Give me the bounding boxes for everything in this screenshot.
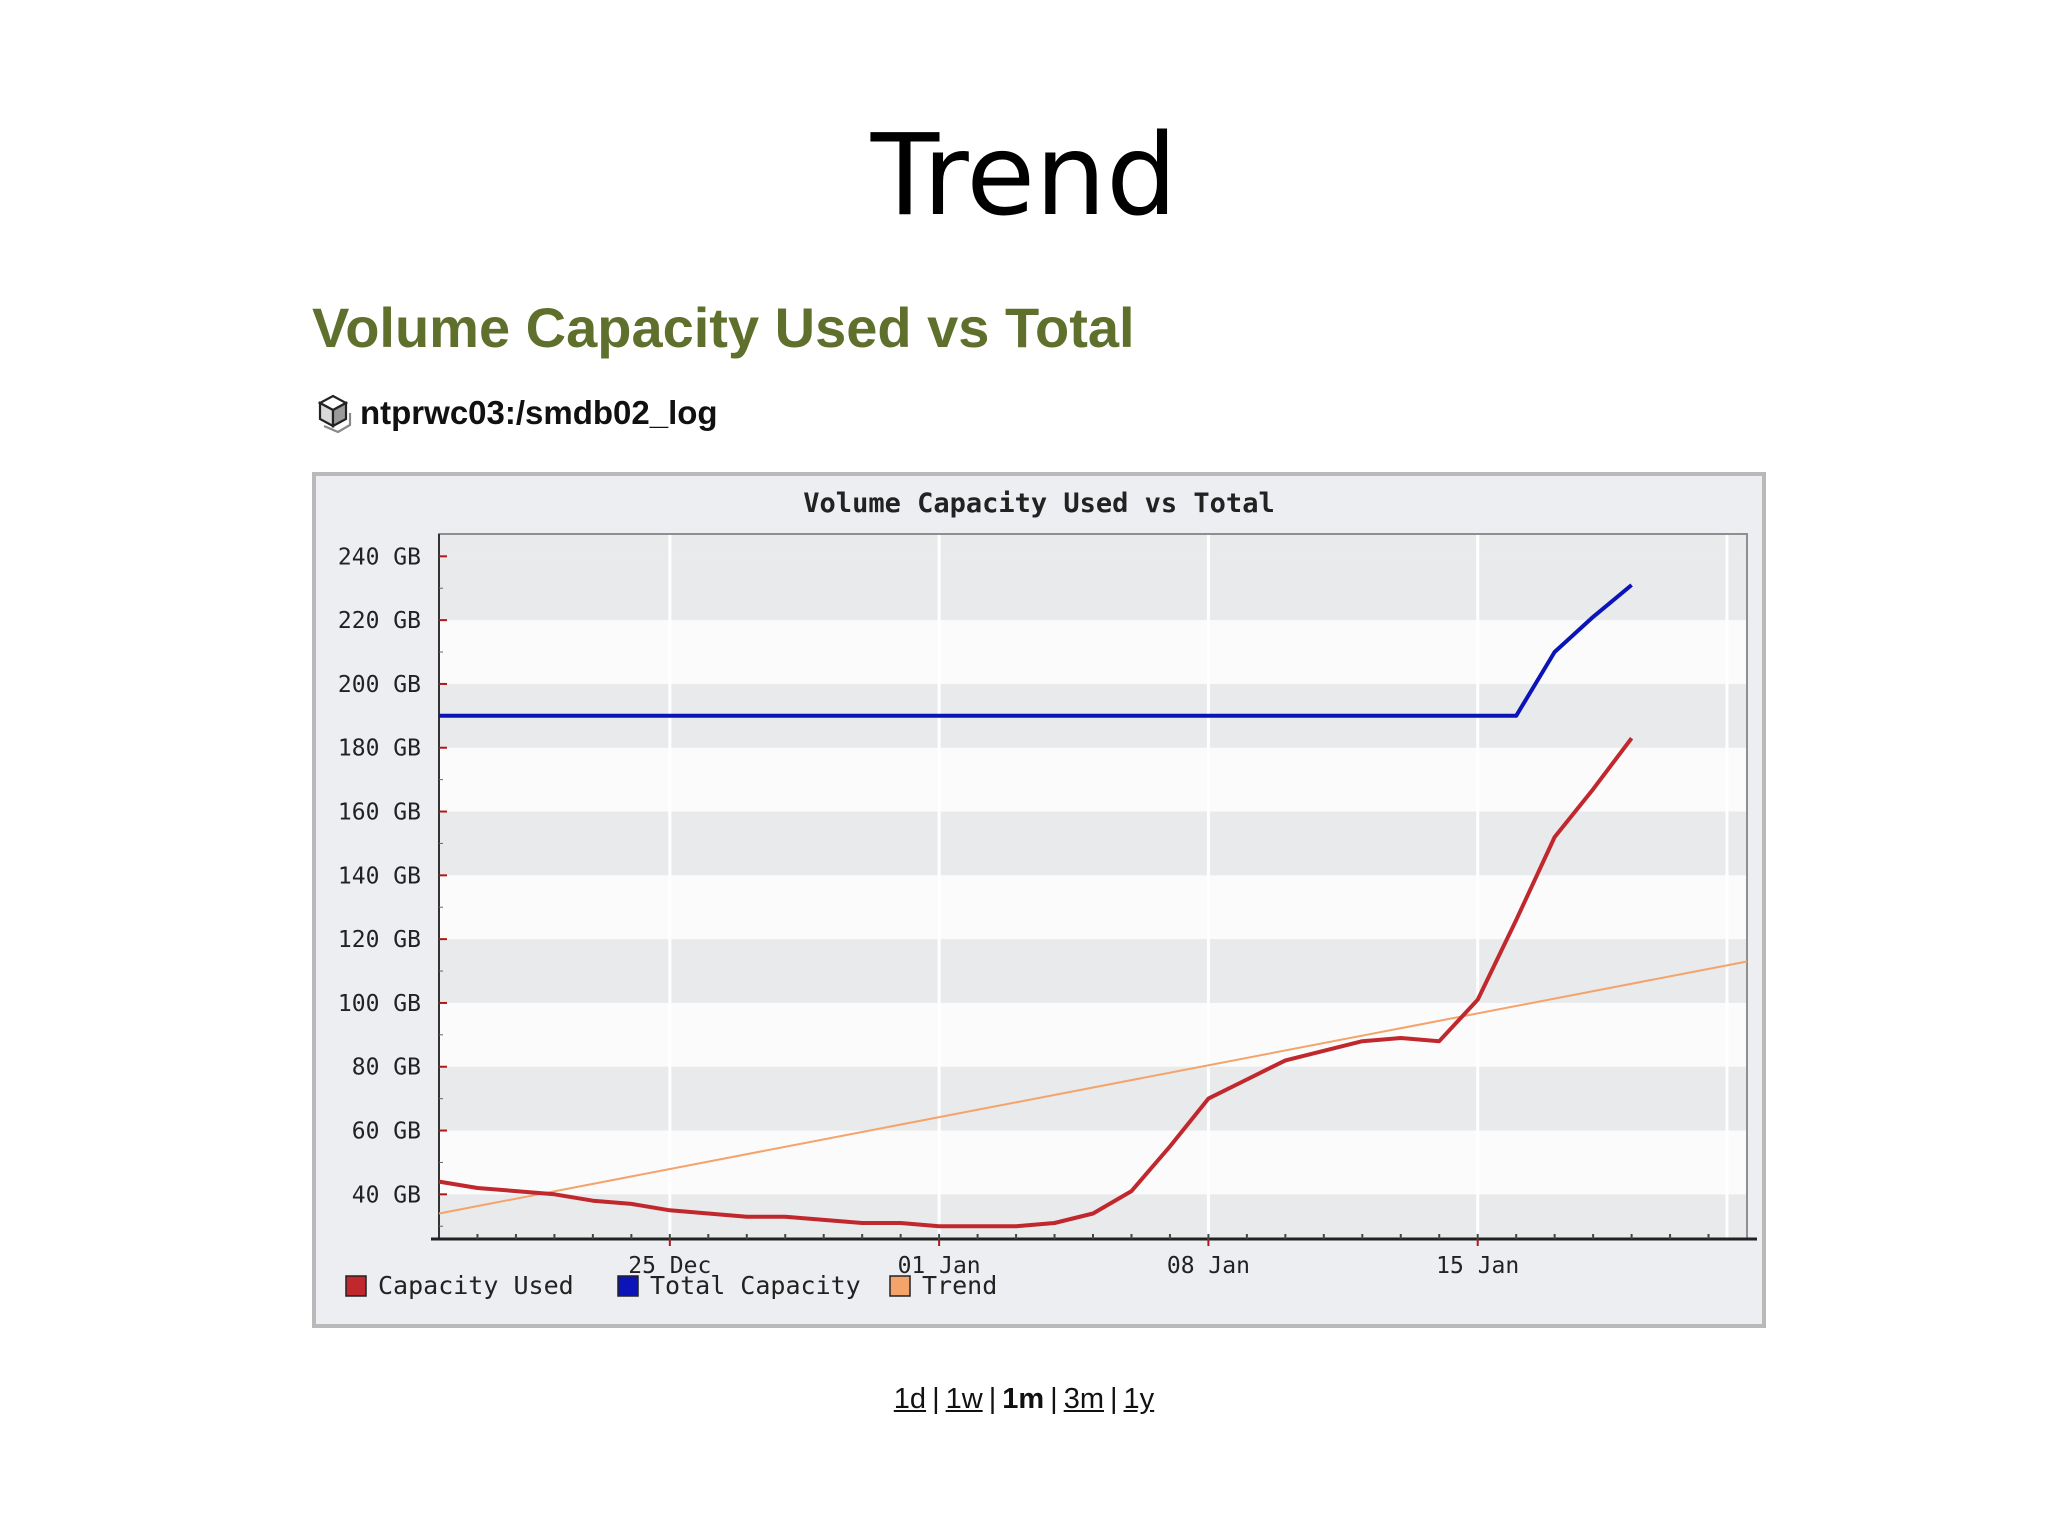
range-link-separator: |	[1110, 1383, 1118, 1415]
legend-label: Capacity Used	[378, 1271, 574, 1300]
volume-name: ntprwc03:/smdb02_log	[360, 394, 718, 431]
y-tick-label: 100 GB	[338, 991, 421, 1017]
chart-band	[439, 939, 1747, 1003]
chart-svg: Volume Capacity Used vs Total 40 GB 60 GB…	[338, 488, 1757, 1300]
y-tick-label: 120 GB	[338, 927, 421, 953]
chart-band	[439, 534, 1747, 557]
chart-legend: Capacity Used Total Capacity Trend	[345, 1271, 997, 1300]
chart-band	[439, 811, 1747, 876]
chart-vertical-gridlines	[668, 534, 1729, 1239]
y-tick-label: 80 GB	[352, 1055, 421, 1081]
range-link-1d[interactable]: 1d	[893, 1383, 927, 1415]
panel-heading: Volume Capacity Used vs Total	[312, 296, 1135, 359]
chart-band	[439, 1194, 1747, 1239]
x-tick-label: 01 Jan	[898, 1253, 981, 1279]
x-axis: 25 Dec 01 Jan 08 Jan 15 Jan	[431, 1234, 1757, 1279]
chart-title: Volume Capacity Used vs Total	[803, 488, 1274, 519]
volume-cube-icon	[314, 389, 360, 437]
range-link-separator: |	[932, 1383, 940, 1415]
chart-frame: Volume Capacity Used vs Total 40 GB 60 GB…	[312, 472, 1766, 1328]
chart-band	[439, 556, 1747, 621]
legend-label: Total Capacity	[650, 1271, 861, 1300]
series-line-total-capacity	[439, 583, 1633, 718]
slide-title: Trend	[870, 111, 1178, 241]
legend-swatch	[889, 1275, 911, 1297]
range-link-separator: |	[988, 1383, 997, 1415]
y-tick-label: 140 GB	[338, 863, 421, 889]
volume-row: ntprwc03:/smdb02_log	[314, 391, 718, 435]
range-link-3m[interactable]: 3m	[1063, 1383, 1104, 1415]
x-tick-label: 25 Dec	[628, 1253, 711, 1279]
plot-background	[439, 534, 1747, 1239]
x-tick-label: 15 Jan	[1436, 1253, 1519, 1279]
range-links: 1d | 1w | 1m | 3m | 1y	[0, 1383, 2048, 1416]
y-tick-label: 160 GB	[338, 800, 421, 826]
series-line-trend	[438, 960, 1748, 1215]
legend-label: Trend	[922, 1271, 997, 1300]
range-link-1m: 1m	[1002, 1383, 1045, 1415]
y-axis: 40 GB 60 GB 80 GB 100 GB 120 GB 140 GB 160 GB 1…	[338, 534, 447, 1239]
range-link-1w[interactable]: 1w	[945, 1383, 983, 1415]
chart-band	[439, 1066, 1747, 1131]
range-link-1y[interactable]: 1y	[1123, 1383, 1155, 1415]
series-line-capacity-used	[438, 736, 1634, 1229]
range-link-separator: |	[1050, 1383, 1058, 1415]
y-tick-label: 60 GB	[352, 1119, 421, 1145]
y-tick-label: 220 GB	[338, 608, 421, 634]
chart-bands	[439, 534, 1747, 1239]
chart-series	[438, 583, 1748, 1229]
y-tick-label: 40 GB	[352, 1182, 421, 1208]
y-tick-label: 180 GB	[338, 736, 421, 762]
y-tick-label: 240 GB	[338, 544, 421, 570]
x-tick-label: 08 Jan	[1167, 1253, 1250, 1279]
y-tick-label: 200 GB	[338, 672, 421, 698]
legend-swatch	[617, 1275, 639, 1297]
legend-swatch	[345, 1275, 367, 1297]
